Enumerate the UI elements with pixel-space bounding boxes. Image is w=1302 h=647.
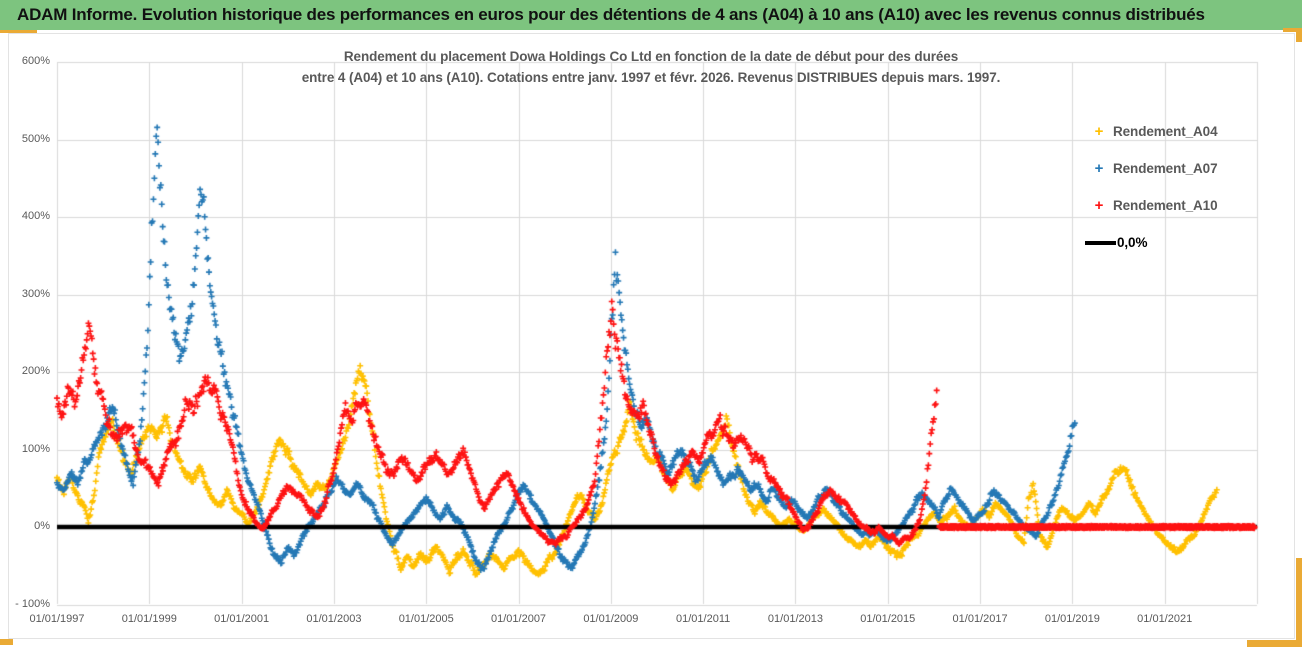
y-axis-tick-label: 600% bbox=[21, 55, 50, 67]
x-axis-tick-label: 01/01/1999 bbox=[121, 613, 177, 625]
y-axis-tick-label: - 100% bbox=[15, 597, 50, 610]
chart-title: Rendement du placement Dowa Holdings Co … bbox=[131, 46, 1171, 88]
gold-accent-bottom-right bbox=[1247, 640, 1302, 647]
x-axis-tick-label: 01/01/2007 bbox=[491, 613, 547, 625]
chart-legend: + Rendement_A04 + Rendement_A07 + Rendement_A… bbox=[1085, 113, 1218, 261]
gold-accent-top-left bbox=[0, 30, 37, 33]
x-axis-tick-label: 01/01/2001 bbox=[214, 613, 270, 625]
y-axis-tick-label: 500% bbox=[21, 132, 50, 145]
gold-accent-right bbox=[1296, 558, 1302, 647]
chart-title-line2: entre 4 (A04) et 10 ans (A10). Cotations… bbox=[301, 70, 1001, 85]
y-axis-tick-label: 400% bbox=[21, 210, 50, 222]
x-axis-tick-label: 01/01/2017 bbox=[952, 613, 1008, 625]
plus-marker-icon: + bbox=[1094, 123, 1104, 140]
line-marker-icon bbox=[1085, 240, 1116, 245]
gold-accent-top-right-h bbox=[1283, 28, 1302, 32]
legend-item-rendement-a10: + Rendement_A10 bbox=[1085, 187, 1218, 224]
x-axis-tick-label: 01/01/2019 bbox=[1044, 613, 1100, 625]
legend-item-rendement-a04: + Rendement_A04 bbox=[1085, 113, 1218, 150]
chart-title-line1: Rendement du placement Dowa Holdings Co … bbox=[343, 49, 959, 64]
legend-label: Rendement_A07 bbox=[1113, 161, 1218, 176]
legend-label: Rendement_A10 bbox=[1113, 198, 1218, 213]
x-axis-tick-label: 01/01/2021 bbox=[1137, 613, 1193, 625]
y-axis-tick-label: 0% bbox=[34, 520, 50, 532]
legend-item-0-0-: 0,0% bbox=[1085, 224, 1218, 261]
y-axis-tick-label: 300% bbox=[21, 287, 50, 300]
legend-item-rendement-a07: + Rendement_A07 bbox=[1085, 150, 1218, 187]
x-axis-tick-label: 01/01/2005 bbox=[398, 613, 454, 625]
gold-accent-top-right-v bbox=[1296, 28, 1302, 42]
x-axis-tick-label: 01/01/1997 bbox=[29, 613, 85, 625]
gold-accent-bottom-left bbox=[0, 639, 13, 645]
x-axis-tick-label: 01/01/2013 bbox=[767, 613, 823, 625]
x-axis-tick-label: 01/01/2009 bbox=[583, 613, 639, 625]
x-axis-tick-label: 01/01/2003 bbox=[306, 613, 362, 625]
x-axis-tick-label: 01/01/2015 bbox=[860, 613, 916, 625]
legend-label: 0,0% bbox=[1117, 235, 1148, 250]
y-axis-tick-label: 200% bbox=[21, 365, 50, 377]
plus-marker-icon: + bbox=[1094, 160, 1104, 177]
legend-label: Rendement_A04 bbox=[1113, 124, 1218, 139]
x-axis-tick-label: 01/01/2011 bbox=[676, 613, 731, 625]
plus-marker-icon: + bbox=[1094, 197, 1104, 214]
y-axis-tick-label: 100% bbox=[21, 442, 50, 455]
